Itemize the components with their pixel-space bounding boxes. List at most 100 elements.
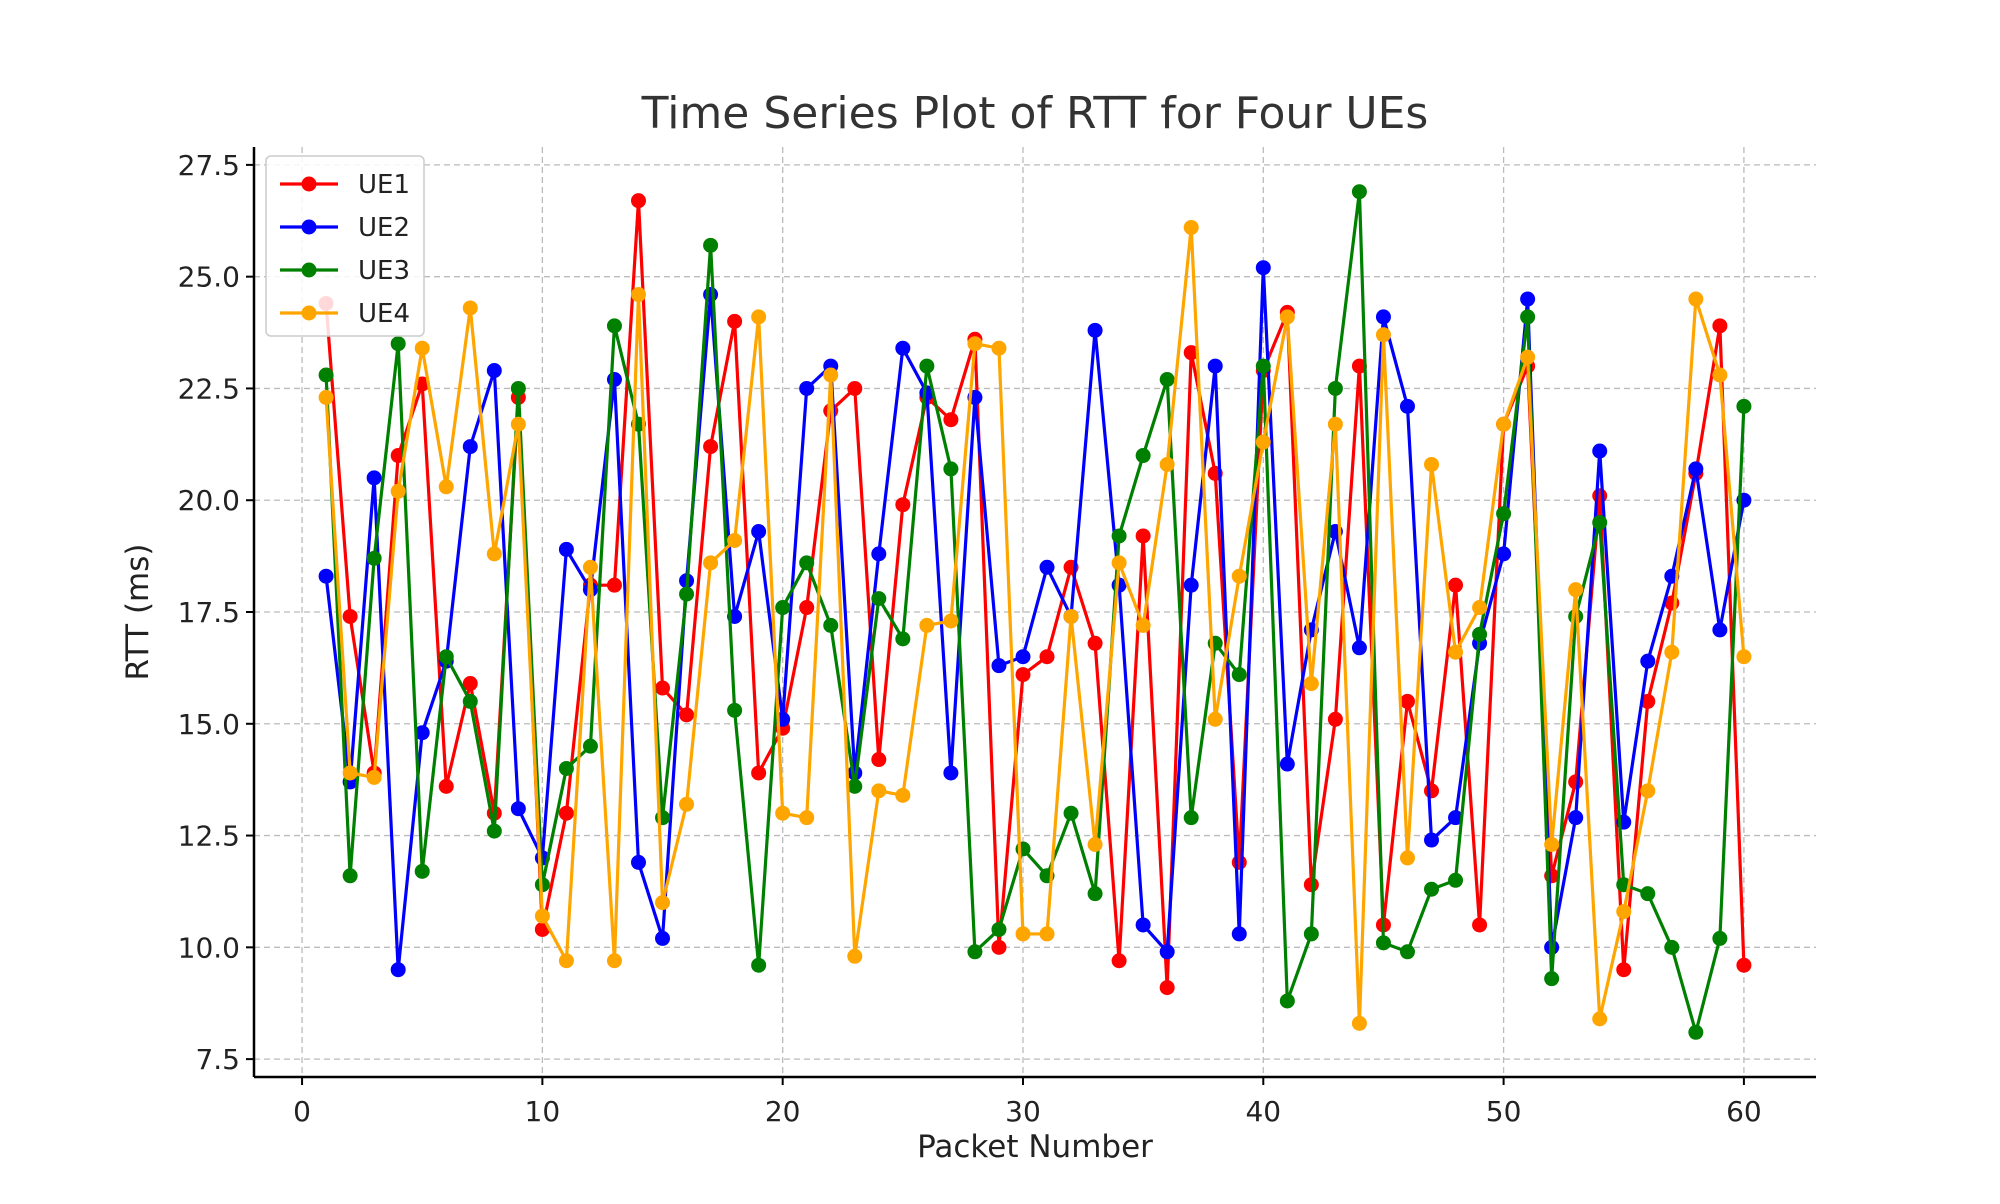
data-point-ue1 [606,577,622,593]
data-point-ue4 [606,953,622,969]
data-point-ue3 [1472,626,1488,642]
data-point-ue1 [1111,953,1127,969]
data-point-ue4 [1399,850,1415,866]
data-point-ue2 [366,470,382,486]
data-point-ue1 [1640,693,1656,709]
data-point-ue4 [1448,644,1464,660]
data-point-ue1 [414,376,430,392]
data-point-ue4 [534,908,550,924]
data-point-ue2 [871,546,887,562]
data-point-ue3 [1183,810,1199,826]
data-point-ue3 [967,944,983,960]
data-point-ue4 [1688,291,1704,307]
data-point-ue1 [630,193,646,209]
data-point-ue3 [1255,358,1271,374]
data-point-ue1 [895,497,911,513]
data-point-ue2 [1520,291,1536,307]
data-point-ue4 [1063,608,1079,624]
data-point-ue2 [1424,832,1440,848]
data-point-ue1 [1592,488,1608,504]
data-point-ue1 [1327,711,1343,727]
x-tick-label: 20 [765,1095,801,1128]
data-point-ue2 [630,854,646,870]
data-point-ue2 [606,372,622,387]
data-point-ue3 [582,738,598,754]
data-point-ue3 [438,649,454,665]
data-point-ue2 [1231,926,1247,942]
data-point-ue4 [991,340,1007,356]
data-point-ue4 [655,895,671,911]
axis-ticks: 0 10 20 30 40 50 60 7.5 10.0 12.5 15.0 17.5 20.0 22.5… [178,149,1762,1128]
data-point-ue3 [1520,309,1536,325]
data-point-ue4 [1087,837,1103,852]
data-point-ue2 [1087,322,1103,338]
data-point-ue3 [1135,448,1151,464]
data-point-ue4 [1592,1011,1608,1027]
data-point-ue1 [1351,358,1367,374]
x-axis-title: Packet Number [917,1129,1153,1165]
data-point-ue1 [1183,345,1199,361]
data-point-ue4 [1712,367,1728,383]
x-tick-label: 10 [525,1095,561,1128]
y-tick-label: 12.5 [178,820,240,853]
legend-label-ue2: UE2 [358,213,410,243]
data-point-ue3 [558,760,574,776]
legend-swatch-marker [301,262,317,278]
data-point-ue4 [1616,904,1632,920]
data-point-ue4 [1303,676,1319,692]
legend-swatch-marker [301,219,317,235]
data-point-ue2 [799,380,815,396]
data-point-ue2 [1207,358,1223,374]
data-point-ue4 [1255,434,1271,450]
data-point-ue3 [486,823,502,839]
data-point-ue2 [1399,398,1415,414]
data-point-ue3 [727,702,743,718]
data-point-ue4 [462,300,478,316]
data-point-ue4 [1327,416,1343,432]
data-point-ue1 [1736,957,1752,973]
data-point-ue4 [1111,555,1127,571]
data-point-ue1 [727,313,743,329]
data-point-ue3 [655,810,671,826]
data-point-ue3 [1279,993,1295,1009]
y-tick-label: 22.5 [178,372,240,405]
data-point-ue3 [1303,926,1319,942]
data-point-ue2 [1496,546,1512,562]
data-point-ue1 [1087,635,1103,651]
data-point-ue1 [1015,667,1031,683]
data-point-ue2 [1712,622,1728,638]
data-point-ue4 [1568,582,1584,598]
data-point-ue4 [1039,926,1055,942]
data-point-ue1 [655,680,671,696]
data-point-ue4 [1207,711,1223,727]
data-point-ue2 [1448,810,1464,826]
data-point-ue3 [1399,944,1415,960]
y-tick-label: 17.5 [178,596,240,629]
data-point-ue3 [1231,667,1247,683]
data-point-ue4 [582,559,598,575]
data-point-ue4 [1015,926,1031,942]
x-tick-label: 60 [1726,1095,1762,1128]
data-point-ue4 [823,367,839,383]
data-point-ue3 [703,237,719,253]
data-point-ue3 [342,868,358,884]
data-point-ue4 [1135,617,1151,633]
series-line-ue4 [324,225,1746,1025]
data-point-ue4 [1736,649,1752,665]
y-tick-label: 25.0 [178,261,240,294]
x-tick-label: 40 [1245,1095,1281,1128]
data-point-ue2 [655,930,671,946]
data-point-ue1 [558,805,574,821]
data-point-ue2 [751,524,767,540]
data-point-ue3 [606,318,622,334]
data-point-ue4 [967,336,983,352]
data-point-ue2 [1640,653,1656,669]
data-point-ue4 [558,953,574,969]
data-point-ue3 [991,921,1007,937]
data-point-ue1 [703,439,719,455]
data-point-ue3 [414,863,430,879]
legend-label-ue4: UE4 [358,299,410,329]
data-point-ue4 [630,287,646,303]
data-point-ue1 [1135,528,1151,544]
